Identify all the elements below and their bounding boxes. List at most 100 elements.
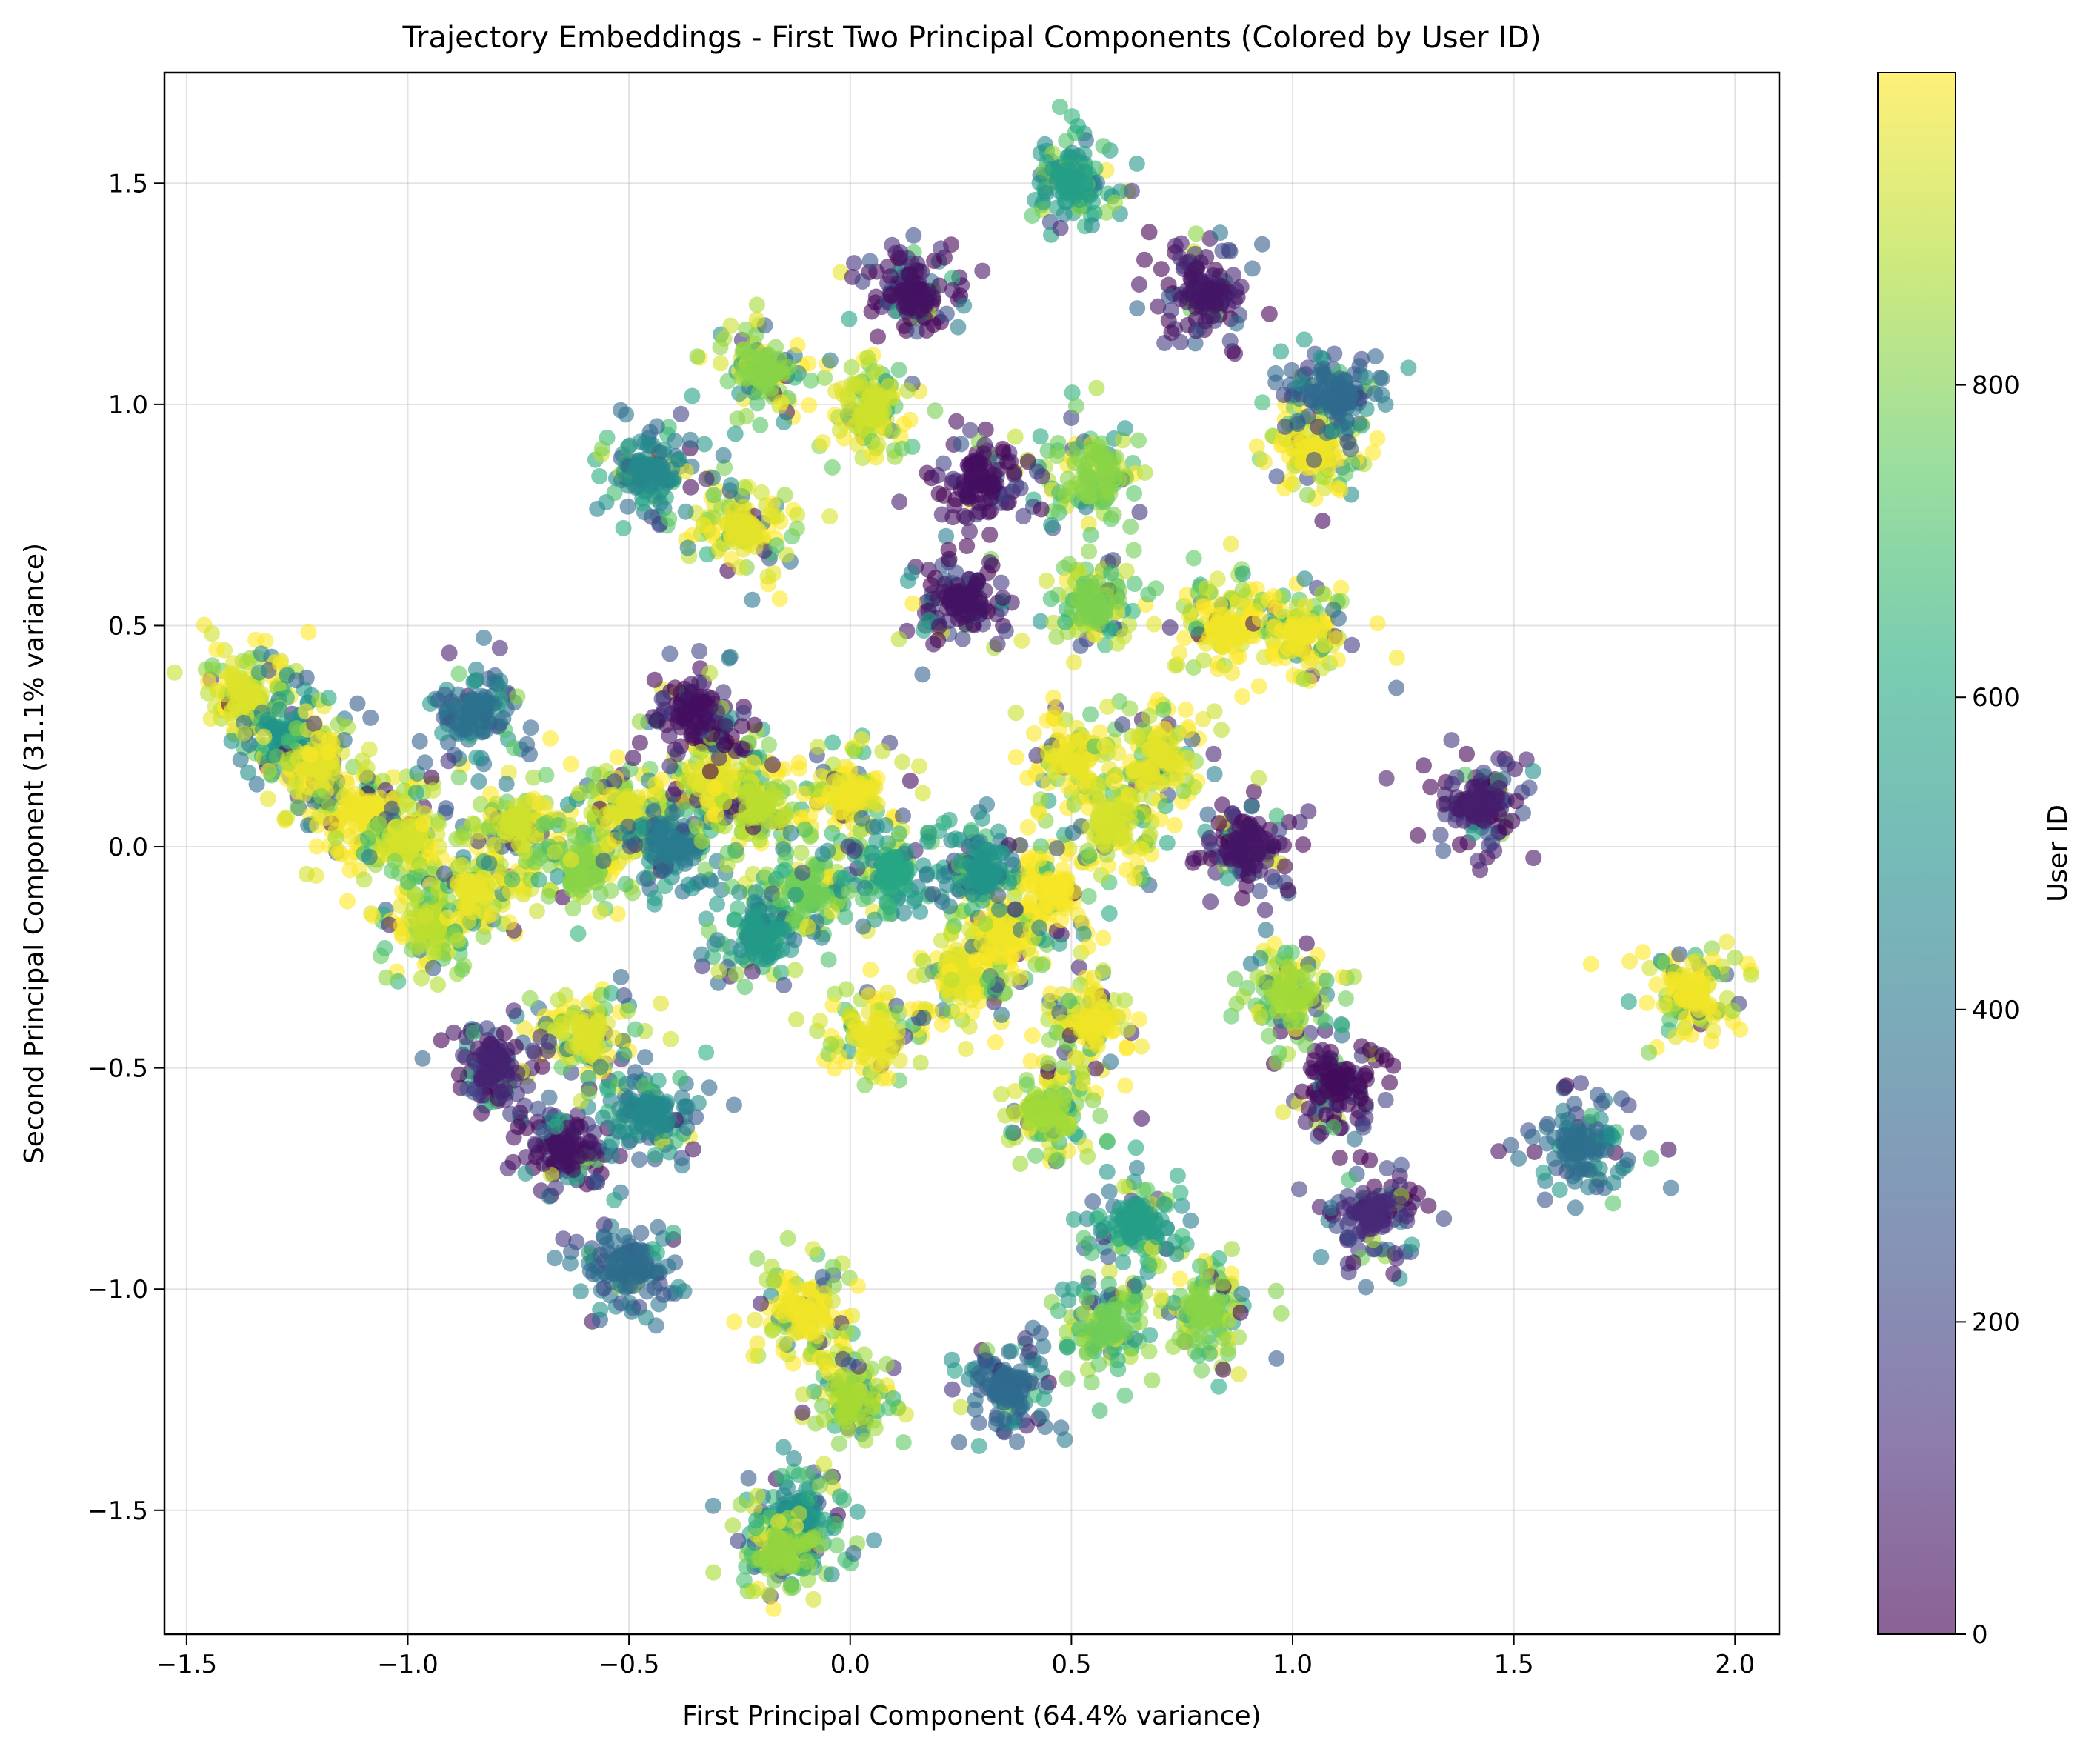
scatter-point [910, 758, 927, 775]
scatter-point [761, 506, 778, 523]
scatter-point [298, 865, 315, 882]
scatter-point [729, 522, 745, 539]
scatter-point [679, 539, 696, 556]
scatter-point [540, 887, 557, 905]
scatter-point [1098, 490, 1115, 506]
scatter-point [409, 833, 426, 850]
scatter-point [1155, 702, 1172, 719]
scatter-point [1082, 527, 1099, 544]
scatter-point [579, 857, 596, 873]
scatter-point [456, 896, 473, 913]
scatter-point [996, 919, 1013, 936]
scatter-point [751, 831, 768, 848]
scatter-point [456, 825, 473, 842]
scatter-point [752, 416, 769, 433]
scatter-point [408, 887, 425, 905]
scatter-point [841, 310, 858, 327]
scatter-point [1090, 593, 1106, 610]
scatter-point [1369, 615, 1386, 632]
scatter-point [1024, 207, 1041, 224]
scatter-point [890, 825, 907, 842]
scatter-point [878, 867, 895, 885]
scatter-point [472, 796, 489, 813]
scatter-point [1344, 636, 1361, 653]
scatter-point [1048, 447, 1065, 464]
scatter-point [882, 268, 899, 285]
scatter-point [771, 590, 788, 607]
scatter-point [1388, 649, 1405, 666]
scatter-point [943, 971, 960, 988]
scatter-point [617, 795, 634, 812]
scatter-point [933, 240, 949, 257]
scatter-point [1103, 564, 1120, 582]
scatter-point [682, 479, 699, 496]
scatter-point [1073, 184, 1090, 201]
scatter-point [832, 787, 849, 805]
scatter-point [316, 810, 333, 827]
scatter-point [1136, 464, 1153, 481]
scatter-point [1080, 488, 1097, 505]
scatter-point [1630, 1124, 1647, 1141]
scatter-point [864, 819, 881, 836]
scatter-point [732, 559, 749, 576]
scatter-point [1224, 665, 1241, 682]
scatter-point [542, 730, 559, 747]
scatter-point [692, 873, 709, 890]
scatter-point [1316, 636, 1333, 653]
scatter-point [1320, 390, 1337, 407]
scatter-point [612, 825, 629, 842]
scatter-point [1004, 970, 1021, 987]
scatter-point [914, 785, 931, 802]
scatter-point [1443, 732, 1460, 749]
scatter-point [1283, 362, 1300, 379]
scatter-point [821, 508, 839, 525]
scatter-point [279, 809, 296, 826]
scatter-point [1621, 953, 1639, 970]
scatter-point [707, 806, 724, 823]
scatter-point [1641, 1044, 1657, 1061]
scatter-point [166, 664, 183, 681]
scatter-point [280, 733, 297, 750]
scatter-point [802, 372, 819, 389]
scatter-point [1524, 762, 1541, 779]
scatter-point [1228, 315, 1245, 332]
scatter-point [770, 790, 787, 807]
scatter-point [870, 328, 886, 345]
scatter-point [1187, 225, 1204, 242]
scatter-point [481, 855, 498, 872]
scatter-point [1040, 873, 1057, 890]
scatter-point [913, 263, 930, 280]
scatter-point [859, 401, 876, 418]
scatter-point [1150, 752, 1167, 769]
scatter-point [790, 760, 807, 777]
scatter-point [1221, 333, 1239, 350]
scatter-point [397, 795, 413, 812]
scatter-point [1078, 465, 1095, 482]
scatter-point [1167, 727, 1184, 745]
scatter-point [891, 493, 908, 510]
scatter-point [263, 767, 280, 784]
scatter-point [770, 363, 787, 380]
scatter-point [744, 591, 761, 608]
scatter-point [470, 773, 487, 790]
scatter-point [1027, 956, 1044, 973]
scatter-point [670, 450, 687, 467]
scatter-point [948, 413, 965, 430]
scatter-point [841, 883, 858, 900]
scatter-point [366, 820, 383, 837]
scatter-point [876, 853, 893, 870]
scatter-point [1110, 818, 1127, 835]
scatter-point [831, 422, 848, 439]
scatter-point [846, 842, 863, 859]
scatter-point [423, 769, 440, 786]
scatter-point [1244, 260, 1261, 277]
scatter-point [1199, 283, 1216, 300]
scatter-point [847, 376, 864, 393]
scatter-point [1114, 716, 1131, 733]
scatter-point [1067, 398, 1084, 415]
scatter-point [1332, 482, 1349, 499]
scatter-point [516, 795, 533, 812]
scatter-point [807, 781, 824, 798]
scatter-point [208, 641, 225, 658]
